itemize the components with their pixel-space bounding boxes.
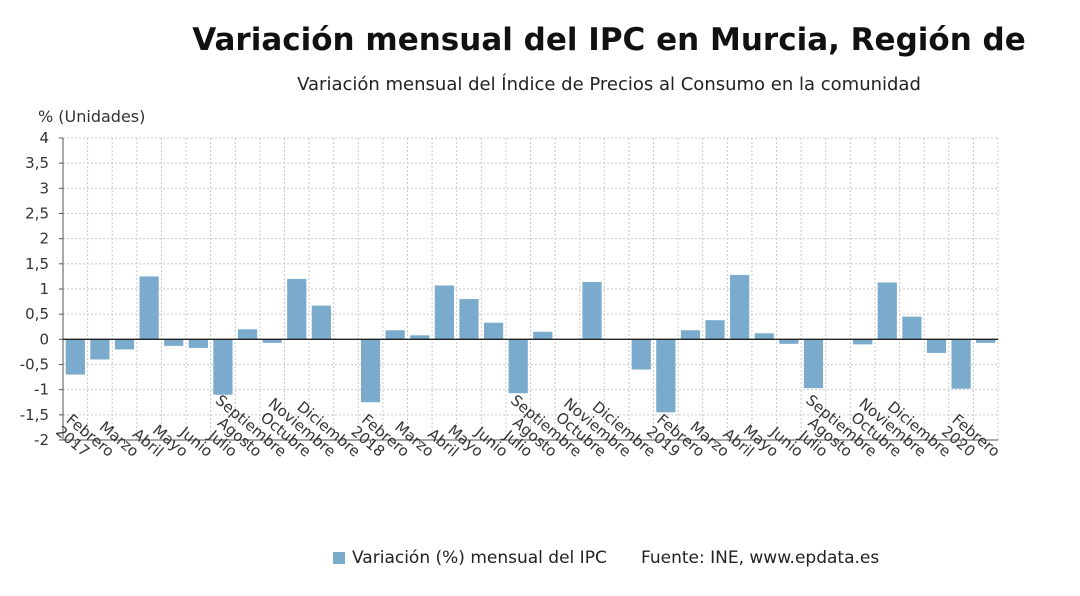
bar	[360, 339, 381, 403]
bar	[680, 330, 701, 340]
bar	[114, 339, 135, 350]
y-tick-label: 3	[39, 179, 49, 197]
bar	[139, 276, 159, 340]
y-tick-label: -2	[34, 431, 49, 449]
bar	[65, 339, 85, 375]
bar	[926, 339, 947, 353]
y-tick-label: 4	[39, 129, 49, 147]
bar	[754, 333, 774, 340]
bar	[631, 339, 651, 370]
y-tick-label: 1,5	[25, 255, 49, 273]
y-tick-label: -0,5	[20, 356, 49, 374]
bar	[188, 339, 208, 348]
bar	[164, 339, 184, 346]
y-tick-label: -1	[34, 381, 49, 399]
bar	[779, 339, 799, 344]
bar	[877, 282, 897, 340]
bar	[213, 339, 233, 395]
bar	[582, 281, 602, 340]
bar	[951, 339, 971, 389]
bar	[705, 320, 725, 340]
bar	[459, 299, 479, 340]
y-tick-label: 1	[39, 280, 49, 298]
bar	[237, 329, 258, 340]
bar	[287, 278, 307, 340]
y-tick-label: 2	[39, 230, 49, 248]
chart-title: Variación mensual del IPC en Murcia, Reg…	[192, 22, 1026, 58]
y-tick-label: -1,5	[20, 406, 49, 424]
y-tick-label: 0,5	[25, 305, 49, 323]
bar	[483, 322, 504, 340]
bar	[410, 335, 430, 340]
bar	[803, 339, 824, 389]
bar	[508, 339, 528, 394]
chart-subtitle: Variación mensual del Índice de Precios …	[297, 74, 921, 95]
y-tick-label: 0	[39, 330, 49, 348]
bar	[533, 331, 553, 340]
bar	[976, 339, 996, 343]
bar	[90, 339, 110, 360]
bar	[730, 274, 750, 340]
bar-chart: -2-1,5-1-0,500,511,522,533,542017Febrero…	[20, 107, 1004, 461]
source-note: Fuente: INE, www.epdata.es	[641, 548, 880, 568]
bar	[656, 339, 676, 413]
bar	[385, 330, 405, 340]
y-axis-label: % (Unidades)	[38, 107, 145, 126]
bar	[434, 285, 454, 340]
legend-swatch	[333, 552, 345, 564]
bar	[902, 316, 922, 340]
bar	[853, 339, 873, 345]
bar	[262, 339, 282, 343]
y-tick-label: 3,5	[25, 154, 49, 172]
legend: Variación (%) mensual del IPC	[333, 548, 607, 568]
bar	[311, 305, 331, 340]
legend-label: Variación (%) mensual del IPC	[352, 548, 607, 568]
y-tick-label: 2,5	[25, 205, 49, 223]
